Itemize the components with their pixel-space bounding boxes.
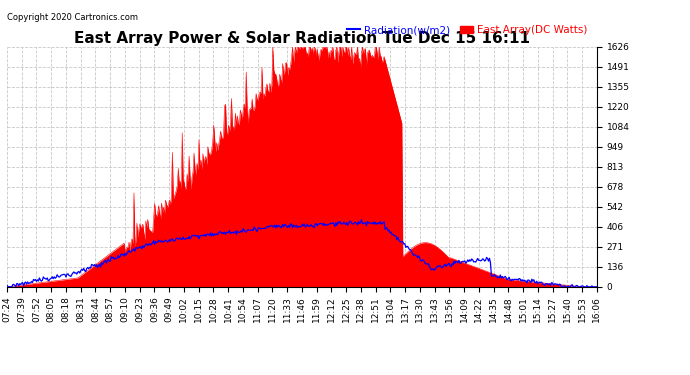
Legend: Radiation(w/m2), East Array(DC Watts): Radiation(w/m2), East Array(DC Watts) <box>343 21 591 39</box>
Text: Copyright 2020 Cartronics.com: Copyright 2020 Cartronics.com <box>7 13 138 22</box>
Title: East Array Power & Solar Radiation Tue Dec 15 16:11: East Array Power & Solar Radiation Tue D… <box>74 31 530 46</box>
